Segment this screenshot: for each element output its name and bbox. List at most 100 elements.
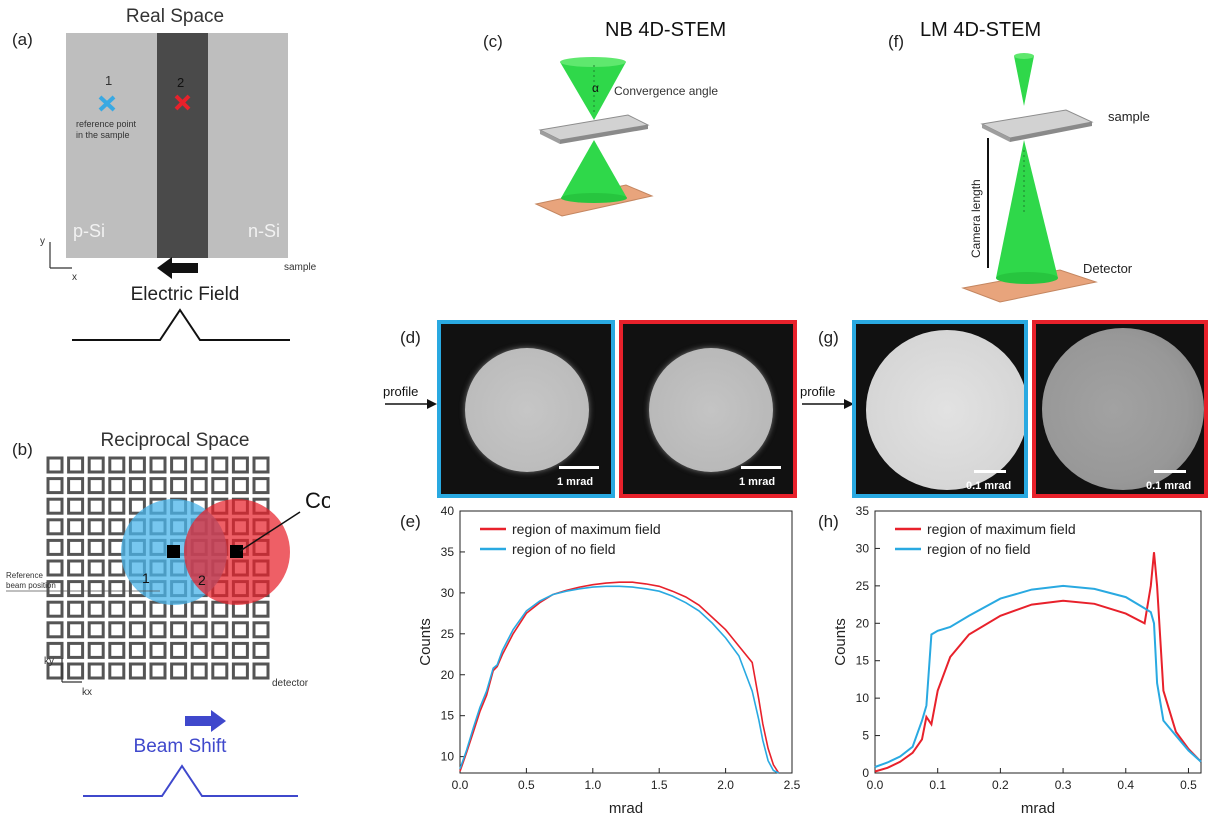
x-axis-label: mrad: [609, 800, 643, 817]
panel-label-g: (g): [818, 328, 839, 347]
detector-pixel: [128, 477, 146, 495]
lm-upper-cone-top: [1014, 53, 1034, 59]
detector-pixel: [190, 456, 208, 474]
x-axis-label: mrad: [1021, 800, 1055, 817]
scale-bar: [974, 470, 1006, 473]
convergence-angle-label: Convergence angle: [614, 84, 718, 98]
detector-pixel: [252, 662, 270, 680]
detector-pixel: [67, 538, 85, 556]
series-line-2: [874, 584, 1202, 768]
x-tick-label: 0.0: [452, 778, 469, 792]
detector-pixel: [108, 580, 126, 598]
detector-pixel: [108, 621, 126, 639]
detector-pixel: [170, 477, 188, 495]
real-space-title: Real Space: [126, 6, 224, 27]
diffraction-disk: [866, 330, 1024, 490]
detector-pixel: [231, 662, 249, 680]
y-tick-label: 20: [441, 668, 455, 682]
x-tick-label: 0.3: [1055, 778, 1072, 792]
detector-pixel: [170, 621, 188, 639]
reciprocal-space-diagram: Reciprocal Space CoM 1 2 Reference beam …: [6, 430, 330, 797]
detector-pixel: [128, 600, 146, 618]
detector-pixel: [67, 497, 85, 515]
y-tick-label: 40: [441, 504, 455, 518]
lm-4dstem-schematic: LM 4D-STEM sample Camera length Detector: [920, 19, 1150, 303]
x-tick-label: 2.5: [784, 778, 801, 792]
micrograph-d-max-field: 1 mrad: [619, 320, 797, 498]
detector-pixel: [211, 600, 229, 618]
disk-2-label: 2: [198, 572, 206, 588]
legend-label-1: region of maximum field: [927, 521, 1076, 537]
detector-pixel: [108, 641, 126, 659]
x-tick-label: 1.5: [651, 778, 668, 792]
detector-pixel: [67, 477, 85, 495]
detector-pixel: [87, 456, 105, 474]
detector-pixel: [170, 641, 188, 659]
y-axis-label: Counts: [832, 618, 849, 666]
point-2-cross-icon: [174, 94, 191, 111]
x-tick-label: 0.2: [992, 778, 1009, 792]
beam-shift-label: Beam Shift: [134, 736, 228, 757]
detector-pixel: [149, 477, 167, 495]
detector-pixel: [170, 662, 188, 680]
upper-beam-cone: [560, 62, 626, 120]
detector-pixel: [87, 641, 105, 659]
detector-pixel: [211, 621, 229, 639]
y-tick-label: 20: [856, 616, 870, 630]
detector-pixel: [149, 600, 167, 618]
detector-pixel: [190, 477, 208, 495]
com-marker: [230, 545, 243, 558]
detector-pixel: [211, 641, 229, 659]
lm-4dstem-title: LM 4D-STEM: [920, 19, 1041, 41]
detector-pixel: [231, 477, 249, 495]
panel-label-b: (b): [12, 440, 33, 459]
profile-chart-e: 0.0 0.5 1.0 1.5 2.0 2.5 10 15 20 25 30 35 40 mrad Coun…: [417, 504, 801, 817]
detector-pixel: [231, 621, 249, 639]
detector-pixel: [108, 662, 126, 680]
y-axis-label: Counts: [417, 618, 434, 666]
detector-pixel: [128, 497, 146, 515]
panel-label-d: (d): [400, 328, 421, 347]
detector-pixel: [67, 518, 85, 536]
axis-kx-label: kx: [82, 687, 92, 698]
lm-lower-cone-base: [996, 272, 1058, 284]
disk-1-label: 1: [142, 570, 150, 586]
nb-4dstem-title: NB 4D-STEM: [605, 19, 726, 41]
detector-pixel: [46, 538, 64, 556]
y-tick-label: 25: [441, 627, 455, 641]
y-tick-label: 10: [441, 750, 455, 764]
axis-x-label: x: [72, 272, 77, 283]
detector-pixel: [190, 621, 208, 639]
y-tick-label: 30: [856, 541, 870, 555]
profile-arrow-d-icon: [385, 399, 437, 409]
x-tick-label: 1.0: [584, 778, 601, 792]
shift-arrow-icon: [185, 710, 226, 732]
detector-pixel: [67, 559, 85, 577]
detector-pixel: [211, 477, 229, 495]
plot-frame: [459, 510, 793, 774]
detector-pixel: [108, 559, 126, 577]
k-axes-icon: [61, 658, 82, 683]
detector-pixel: [46, 580, 64, 598]
lower-cone-base: [561, 193, 627, 203]
nb-sample-edge-2: [560, 125, 648, 144]
detector-pixel: [149, 621, 167, 639]
diffraction-disk: [649, 348, 773, 472]
detector-pixel: [46, 559, 64, 577]
detector-label: detector: [272, 678, 309, 689]
y-tick-label: 0: [862, 766, 869, 780]
sample-label: sample: [284, 262, 317, 273]
detector-pixel: [87, 580, 105, 598]
scale-bar-label: 0.1 mrad: [1146, 480, 1192, 492]
detector-pixel: [128, 456, 146, 474]
x-tick-label: 0.5: [1180, 778, 1197, 792]
com-leader-line: [239, 511, 301, 552]
detector-pixel: [46, 641, 64, 659]
detector-pixel: [87, 600, 105, 618]
detector-pixel: [190, 641, 208, 659]
detector-pixel: [170, 456, 188, 474]
detector-pixel: [108, 456, 126, 474]
x-tick-label: 0.4: [1117, 778, 1134, 792]
detector-pixel: [46, 518, 64, 536]
ref-beam-line1: Reference: [6, 571, 43, 580]
